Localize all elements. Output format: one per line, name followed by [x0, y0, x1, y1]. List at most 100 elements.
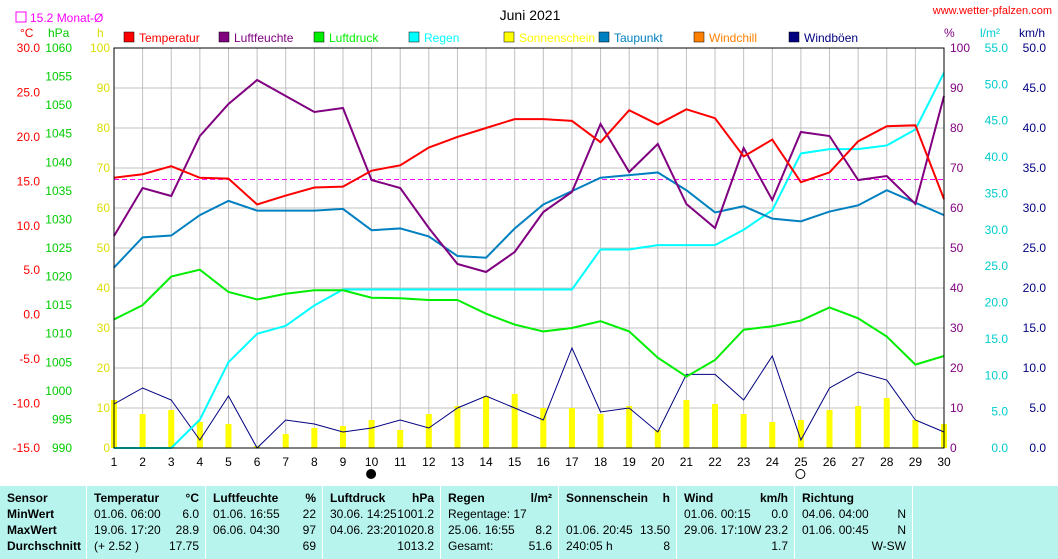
pressure-max-value: 1020.8: [397, 523, 434, 537]
hum-unit: %: [944, 26, 955, 40]
rain-total-label: Gesamt:: [448, 539, 494, 553]
sunshine-header: Sonnenschein: [566, 491, 649, 505]
sunshine-bar: [339, 426, 346, 448]
x-tick-label: 23: [737, 455, 751, 469]
x-tick-label: 5: [225, 455, 232, 469]
temperature-min-time: 01.06. 06:00: [94, 507, 161, 521]
wind-unit: km/h: [759, 491, 788, 505]
sunshine-bar: [855, 406, 862, 448]
rain-tick: 15.0: [985, 332, 1009, 346]
pressure-tick: 1000: [45, 384, 72, 398]
temperature-header: Temperatur: [94, 491, 160, 505]
x-tick-label: 27: [851, 455, 865, 469]
x-tick-label: 1: [111, 455, 118, 469]
sunshine-max-value: 13.50: [639, 523, 670, 537]
legend-swatch-8: [788, 31, 800, 43]
sunshine-bar: [912, 420, 919, 448]
hum-tick: 40: [950, 281, 964, 295]
x-tick-label: 16: [537, 455, 551, 469]
wind-tick: 35.0: [1023, 161, 1047, 175]
temp-unit: °C: [20, 26, 34, 40]
pressure-min-value: 1001.2: [397, 507, 434, 521]
x-tick-label: 29: [909, 455, 923, 469]
sunshine-bar: [597, 414, 604, 448]
temperature-avg-note: (+ 2.52 ): [94, 539, 140, 553]
legend-label-3: Luftdruck: [329, 31, 379, 45]
x-tick-label: 25: [794, 455, 808, 469]
sunshine-bar: [626, 406, 633, 448]
legend-swatch-5: [503, 31, 515, 43]
sunshine-avg-value: 8: [663, 539, 670, 553]
wind-tick: 45.0: [1023, 81, 1047, 95]
stats-col-sensor: Sensor MinWert MaxWert Durchschnitt: [0, 486, 87, 559]
sunshine-bar: [568, 408, 575, 448]
hum-tick: 30: [950, 321, 964, 335]
sunshine-bar: [368, 420, 375, 448]
windboeen-line: [113, 346, 945, 449]
rain-max-time: 25.06. 16:55: [448, 523, 515, 537]
humidity-min-time: 01.06. 16:55: [213, 507, 280, 521]
site-link[interactable]: www.wetter-pfalzen.com: [932, 5, 1052, 17]
temp-tick: 20.0: [17, 130, 41, 144]
rain-tick: 45.0: [985, 114, 1009, 128]
legend-swatch-6: [598, 31, 610, 43]
sunshine-bar: [712, 404, 719, 448]
pressure-tick: 1010: [45, 327, 72, 341]
sunshine-bar: [397, 430, 404, 448]
legend-swatch-3: [313, 31, 325, 43]
x-tick-label: 3: [168, 455, 175, 469]
sunshine-max-time: 01.06. 20:45: [566, 523, 633, 537]
y-axes: 30.0 25.0 20.0 15.0 10.0 5.0 0.0 -5.0 -10.0 -15.0…: [13, 41, 1047, 455]
pressure-unit: hPa: [48, 26, 70, 40]
sun-unit: h: [97, 26, 104, 40]
humidity-min-value: 22: [302, 507, 316, 521]
sunshine-bar: [483, 396, 490, 448]
sun-tick: 30: [97, 321, 111, 335]
pressure-unit: hPa: [411, 491, 434, 505]
sunshine-bar: [654, 430, 661, 448]
sunshine-bar: [511, 394, 518, 448]
avg-note-icon: [15, 11, 27, 23]
legend-swatch-7: [693, 31, 705, 43]
x-tick-label: 15: [508, 455, 522, 469]
pressure-tick: 1050: [45, 98, 72, 112]
pressure-tick: 1040: [45, 155, 72, 169]
pressure-min-time: 30.06. 14:25: [330, 507, 397, 521]
rain-tick: 20.0: [985, 296, 1009, 310]
hum-tick: 80: [950, 121, 964, 135]
temp-tick: 25.0: [17, 85, 41, 99]
temperature-unit: °C: [185, 491, 199, 505]
stats-table: Sensor MinWert MaxWert Durchschnitt Temp…: [0, 486, 1058, 559]
x-axis: 1 2 3 4 5 6 7 8 9 10 11 12 13 14 15 16 17 18 19 20 21 22 23 24 2…: [111, 455, 951, 479]
wind-tick: 25.0: [1023, 241, 1047, 255]
pressure-tick: 990: [52, 441, 72, 455]
x-tick-label: 13: [451, 455, 465, 469]
x-tick-label: 18: [594, 455, 608, 469]
temperatur-line: [113, 108, 945, 206]
temp-tick: -15.0: [13, 441, 41, 455]
temp-tick: 10.0: [17, 219, 41, 233]
pressure-avg-value: 1013.2: [397, 539, 434, 553]
sun-tick: 40: [97, 281, 111, 295]
pressure-tick: 1030: [45, 212, 72, 226]
humidity-unit: %: [305, 491, 316, 505]
stats-row-min: MinWert: [7, 507, 55, 521]
pressure-header: Luftdruck: [330, 491, 386, 505]
sun-tick: 80: [97, 121, 111, 135]
wind-tick: 20.0: [1023, 281, 1047, 295]
temperature-min-value: 6.0: [182, 507, 199, 521]
regen-line: [114, 72, 945, 449]
direction-max-value: N: [897, 523, 906, 537]
rain-header: Regen: [448, 491, 485, 505]
x-tick-label: 11: [394, 455, 407, 469]
series-lines: [113, 72, 945, 449]
sunshine-bar: [168, 410, 175, 448]
wind-tick: 15.0: [1023, 321, 1047, 335]
sunshine-unit: h: [662, 491, 670, 505]
temp-tick: 15.0: [17, 174, 41, 188]
sunshine-bar: [883, 398, 890, 448]
sun-tick: 60: [97, 201, 111, 215]
direction-header: Richtung: [802, 491, 854, 505]
sunshine-bar: [683, 400, 690, 448]
x-tick-label: 6: [254, 455, 261, 469]
